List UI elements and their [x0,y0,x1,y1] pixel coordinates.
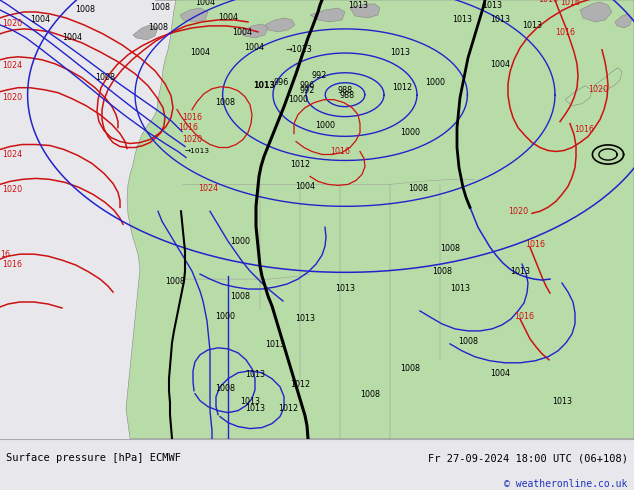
Text: 1013: 1013 [452,15,472,24]
Text: 1013: 1013 [245,404,265,413]
Text: 1020: 1020 [182,135,202,144]
Text: Surface pressure [hPa] ECMWF: Surface pressure [hPa] ECMWF [6,453,181,463]
Text: 1016: 1016 [2,260,22,269]
Text: 1013: 1013 [522,21,542,30]
Text: 1013: 1013 [342,0,362,2]
Polygon shape [240,24,268,38]
Text: →1013: →1013 [285,45,312,54]
Polygon shape [265,18,295,32]
Polygon shape [595,68,622,90]
Text: 1020: 1020 [508,207,528,216]
Text: 1000: 1000 [230,237,250,246]
Text: 1000: 1000 [288,95,308,104]
Text: 1012: 1012 [278,404,298,413]
Text: 1016: 1016 [525,240,545,249]
Text: 992: 992 [300,86,315,95]
Text: 1013: 1013 [253,81,275,90]
Text: 1008: 1008 [148,23,168,32]
Text: 1020: 1020 [2,185,22,195]
Text: 1004: 1004 [290,0,310,2]
Text: 1013: 1013 [245,370,265,379]
Text: 1008: 1008 [95,73,115,82]
Text: 1000: 1000 [425,78,445,87]
Text: 1016: 1016 [330,147,350,156]
Polygon shape [565,86,592,106]
Polygon shape [580,2,612,22]
Text: 1008: 1008 [230,292,250,301]
Text: 1000: 1000 [400,127,420,137]
Text: 1020: 1020 [2,19,22,28]
Text: 1013: 1013 [295,314,315,323]
Text: 1008: 1008 [215,98,235,107]
Text: 1012: 1012 [290,160,310,170]
Polygon shape [126,0,634,439]
Text: 1024: 1024 [198,184,218,194]
Text: 1013: 1013 [490,15,510,24]
Text: 1004: 1004 [195,0,215,7]
Text: 1013: 1013 [348,1,368,10]
Text: 1016: 1016 [178,122,198,132]
Text: 1004: 1004 [190,48,210,57]
Text: © weatheronline.co.uk: © weatheronline.co.uk [504,479,628,489]
Text: 1012: 1012 [392,83,412,92]
Text: 988: 988 [337,86,352,95]
Text: 1008: 1008 [75,5,95,14]
Text: 1008: 1008 [215,384,235,392]
Text: 1024: 1024 [2,150,22,159]
Text: 1004: 1004 [395,0,415,2]
Text: 1024: 1024 [2,61,22,70]
Text: 1016: 1016 [555,28,575,37]
Polygon shape [615,14,632,28]
Text: 1013: 1013 [482,1,502,10]
Text: 1004: 1004 [295,182,315,192]
Text: 1016: 1016 [514,312,534,321]
Polygon shape [133,25,158,40]
Text: 1004: 1004 [490,60,510,69]
Text: 1008: 1008 [360,390,380,399]
Text: 1004: 1004 [232,28,252,37]
Text: 1008: 1008 [458,337,478,346]
Text: 996: 996 [273,78,288,87]
Text: 1000: 1000 [315,121,335,129]
Text: 1004: 1004 [244,43,264,52]
Text: 988: 988 [340,91,355,99]
Text: 1008: 1008 [165,277,185,286]
Text: 1004: 1004 [62,33,82,42]
Polygon shape [350,4,380,18]
Text: 1016: 1016 [538,0,558,4]
Text: Fr 27-09-2024 18:00 UTC (06+108): Fr 27-09-2024 18:00 UTC (06+108) [428,453,628,463]
Text: 1008: 1008 [432,267,452,276]
Text: 1013: 1013 [265,340,285,349]
Text: 1004: 1004 [30,15,50,24]
Text: 1013: 1013 [335,284,355,293]
Text: 16: 16 [0,250,10,259]
Text: 1008: 1008 [440,244,460,253]
Text: 996: 996 [300,81,315,90]
Text: 1013: 1013 [510,267,530,276]
Text: 1016: 1016 [182,113,202,122]
Text: 1008: 1008 [400,364,420,373]
Polygon shape [180,8,208,22]
Text: 1013: 1013 [552,397,572,406]
Text: 992: 992 [312,71,327,80]
Text: →1013: →1013 [185,148,210,154]
Text: 1000: 1000 [215,312,235,321]
Text: 1020: 1020 [2,93,22,101]
Text: 1008: 1008 [408,184,428,194]
Text: 1013: 1013 [450,284,470,293]
Text: 1016: 1016 [574,124,594,134]
Text: 1012: 1012 [290,380,310,389]
Text: 1004: 1004 [218,13,238,22]
Text: 1013: 1013 [240,397,260,406]
Text: 1013: 1013 [390,48,410,57]
Text: 1020: 1020 [588,85,608,94]
Text: 1004: 1004 [490,369,510,378]
Text: 1016: 1016 [560,0,580,7]
Polygon shape [310,8,345,22]
Text: 1008: 1008 [150,3,170,12]
